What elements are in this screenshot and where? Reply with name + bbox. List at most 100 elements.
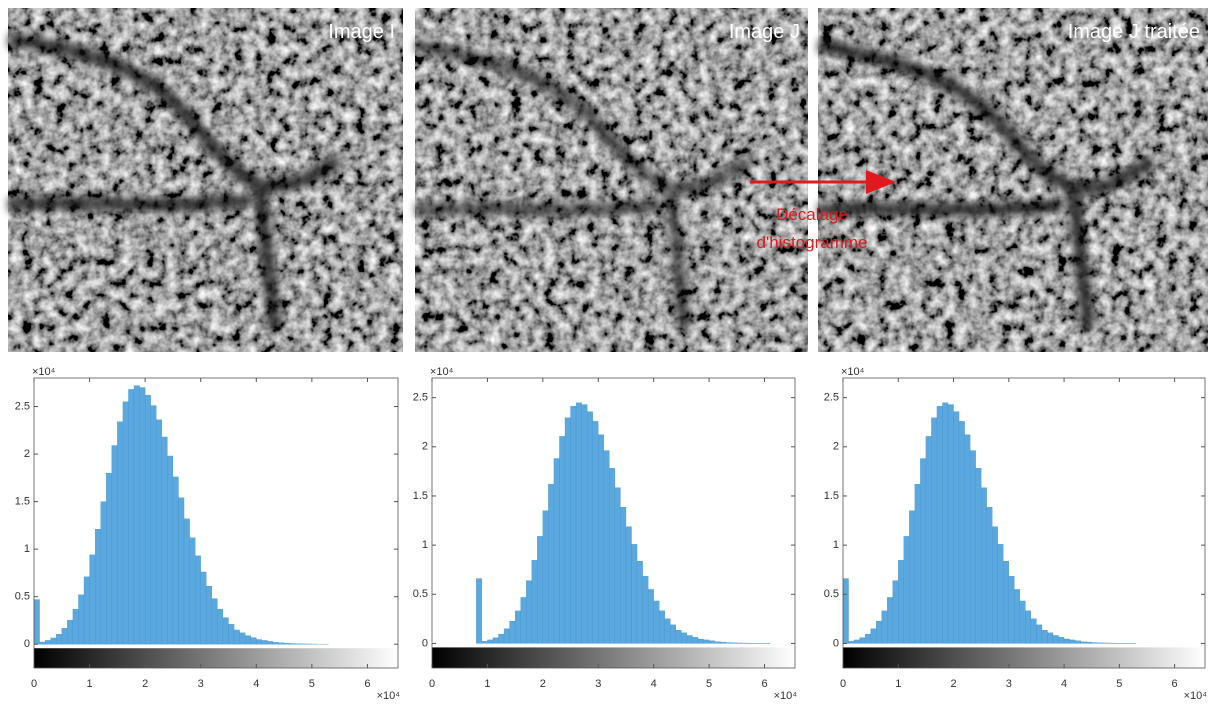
bar — [543, 511, 549, 644]
x-tick-label: 2 — [950, 678, 956, 690]
bar — [90, 555, 96, 644]
bar — [504, 629, 510, 644]
bar — [515, 611, 521, 644]
bar — [654, 601, 660, 643]
bar — [1009, 576, 1015, 643]
x-multiplier: ×10⁴ — [1184, 690, 1208, 702]
bar — [106, 473, 112, 644]
bar — [704, 640, 710, 644]
bar — [493, 638, 499, 644]
bar — [942, 403, 948, 644]
bar — [1075, 641, 1081, 644]
bar — [576, 403, 582, 644]
x-tick-label: 1 — [484, 678, 490, 690]
bar — [537, 536, 543, 643]
bar — [128, 389, 134, 644]
bar — [84, 577, 90, 645]
bar — [909, 511, 915, 644]
bar — [178, 498, 184, 644]
bar — [73, 609, 79, 644]
bar — [565, 418, 571, 644]
y-tick-label: 0.5 — [15, 591, 30, 603]
bar — [970, 451, 976, 644]
bar — [865, 634, 871, 643]
x-tick-label: 0 — [31, 678, 37, 690]
y-tick-label: 0 — [24, 638, 30, 650]
bar — [78, 595, 84, 644]
x-tick-label: 3 — [595, 678, 601, 690]
bar — [532, 560, 538, 643]
bar — [201, 572, 207, 644]
bar — [482, 641, 488, 643]
y-tick-label: 0 — [833, 637, 839, 649]
bar — [1036, 625, 1042, 644]
bar — [959, 421, 965, 643]
bar — [648, 589, 654, 643]
bar — [871, 629, 877, 644]
bar — [860, 638, 866, 644]
bar — [1070, 640, 1076, 644]
image — [8, 8, 403, 352]
x-tick-label: 2 — [540, 678, 546, 690]
bar — [726, 643, 732, 644]
image-label: Image J — [729, 21, 800, 43]
bar — [190, 538, 196, 644]
bar — [256, 639, 262, 644]
bar — [632, 544, 638, 643]
bar — [687, 635, 693, 643]
bar — [987, 507, 993, 643]
bar — [245, 636, 251, 645]
x-tick-label: 1 — [895, 678, 901, 690]
bar — [615, 488, 621, 644]
bar — [670, 625, 676, 644]
image-label: Image I — [328, 21, 395, 43]
bar — [915, 484, 921, 643]
x-tick-label: 6 — [1172, 678, 1178, 690]
bar — [548, 484, 554, 643]
x-tick-label: 4 — [253, 678, 259, 690]
bar — [499, 634, 505, 643]
image-label: Image J traitée — [1068, 21, 1200, 43]
bar — [849, 641, 855, 643]
y-tick-label: 1.5 — [824, 490, 839, 502]
x-tick-label: 3 — [198, 678, 204, 690]
bar — [1097, 643, 1103, 644]
bar — [620, 507, 626, 643]
bar — [843, 579, 849, 644]
colorbar — [843, 647, 1205, 668]
bar — [51, 638, 57, 644]
bar — [587, 412, 593, 644]
bar — [101, 502, 107, 645]
x-tick-label: 1 — [87, 678, 93, 690]
bar — [206, 586, 212, 644]
y-tick-label: 2.5 — [413, 392, 428, 404]
bar — [676, 630, 682, 643]
bar — [223, 618, 229, 645]
bar — [731, 643, 737, 644]
bar — [526, 581, 532, 644]
y-multiplier: ×10⁴ — [430, 366, 454, 378]
bar — [692, 637, 698, 643]
y-tick-label: 1 — [422, 539, 428, 551]
x-tick-label: 2 — [142, 678, 148, 690]
bar — [212, 599, 218, 645]
x-tick-label: 6 — [761, 678, 767, 690]
x-tick-label: 5 — [309, 678, 315, 690]
y-tick-label: 2.5 — [15, 400, 30, 412]
bar — [229, 624, 235, 644]
bar — [40, 642, 46, 644]
colorbar — [34, 648, 398, 668]
bar — [948, 405, 954, 644]
y-tick-label: 2 — [24, 448, 30, 460]
bar — [998, 544, 1004, 643]
bar — [926, 436, 932, 643]
bar — [965, 435, 971, 644]
bar — [234, 630, 240, 644]
bar — [659, 611, 665, 644]
x-tick-label: 0 — [429, 678, 435, 690]
bar — [720, 642, 726, 643]
bar — [140, 388, 146, 645]
bar — [937, 406, 943, 643]
bar — [217, 609, 223, 644]
